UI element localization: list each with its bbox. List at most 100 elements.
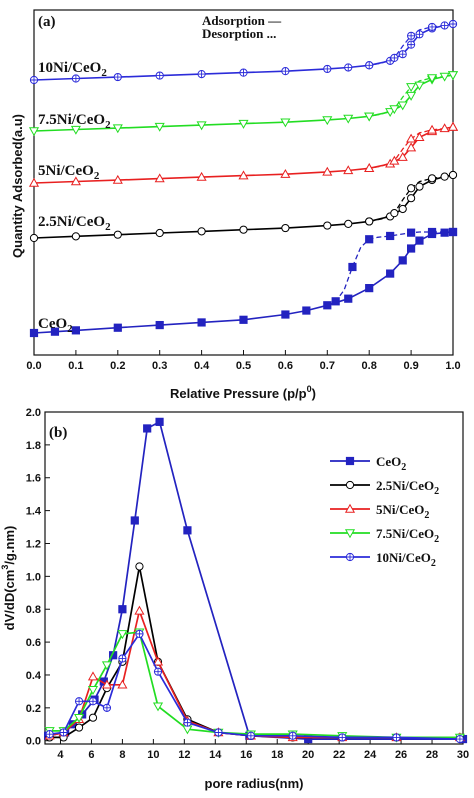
pore-series-point-cross (183, 719, 192, 727)
adsorption-point (406, 91, 417, 101)
desorption-point-cross (407, 32, 415, 40)
desorption-point (426, 74, 438, 84)
pore-series-point (338, 733, 347, 742)
panel-b-y-tick-label: 1.4 (26, 506, 42, 518)
legend-label: 7.5Ni/CeO2 (376, 526, 439, 545)
pore-series-point-cross (456, 735, 464, 743)
pore-series-point (74, 723, 84, 732)
desorption-point (407, 31, 416, 40)
pore-series-line (49, 632, 460, 740)
isotherm-series-label: CeO2 (38, 316, 73, 335)
desorption-point (331, 297, 340, 306)
adsorption-point (365, 284, 374, 293)
panel-b-x-tick-label: 6 (88, 749, 94, 761)
isotherm-series (29, 19, 458, 85)
adsorption-point (197, 318, 206, 327)
pore-series-point (153, 667, 163, 676)
adsorption-point-cross (72, 74, 80, 83)
panel-a-x-tick-label: 0.5 (236, 360, 251, 372)
adsorption-point-cross (344, 63, 352, 72)
pore-series-point (74, 697, 84, 706)
panel-a-legend-adsorption: Adsorption — (202, 13, 282, 28)
adsorption-point-cross (198, 70, 206, 78)
panel-a-x-ticks: 0.0 0.1 0.2 0.3 0.4 0.5 0.6 0.7 0.8 0.9 1.0 (26, 350, 461, 372)
panel-b-y-tick-label: 1.8 (26, 440, 41, 452)
adsorption-point-cross (415, 30, 424, 38)
adsorption-point (281, 67, 290, 76)
isotherm-series-label: 7.5Ni/CeO2 (38, 112, 111, 131)
desorption-point-cross (428, 23, 436, 31)
panel-b-x-tick-label: 30 (457, 749, 469, 761)
pore-series-point-cross (338, 733, 346, 742)
adsorption-point-cross (281, 67, 289, 75)
adsorption-point (415, 182, 424, 191)
adsorption-point (406, 142, 417, 152)
adsorption-point (344, 219, 353, 229)
panel-b-legend: CeO2 2.5Ni/CeO2 5Ni/CeO2 7.5Ni/CeO2 10Ni/CeO… (330, 454, 439, 569)
panel-b-x-tick-label: 12 (178, 749, 190, 761)
adsorption-point (155, 228, 164, 238)
adsorption-point (407, 244, 416, 253)
desorption-point (365, 217, 374, 226)
panel-a-x-tick-label: 1.0 (445, 360, 460, 372)
pore-series-point (87, 671, 99, 681)
adsorption-point (398, 204, 407, 214)
adsorption-point (397, 101, 408, 111)
panel-b-y-axis-title: dV/dD(cm3/g.nm) (0, 526, 17, 631)
adsorption-point (414, 81, 425, 91)
adsorption-point (238, 119, 249, 129)
adsorption-point (302, 306, 311, 315)
adsorption-point-cross (323, 65, 331, 73)
pore-series-point (135, 629, 144, 638)
desorption-point (386, 231, 395, 241)
panel-b-x-tick-label: 18 (271, 749, 283, 761)
pore-series-point-cross (247, 732, 255, 740)
panel-b-x-tick-label: 14 (209, 749, 222, 761)
adsorption-point-cross (239, 69, 248, 77)
pore-series-point-cross (392, 733, 401, 742)
isotherm-series-label: 2.5Ni/CeO2 (38, 214, 111, 233)
pore-series-point-cross (289, 732, 297, 740)
pore-series-point (88, 697, 98, 706)
adsorption-point (414, 132, 425, 142)
pore-series-point (152, 702, 164, 712)
panel-b-label: (b) (49, 425, 67, 441)
pore-series-point (45, 730, 54, 739)
desorption-point (406, 133, 417, 143)
pore-series-point (117, 630, 128, 640)
adsorption-point (439, 72, 450, 82)
panel-b-x-ticks: 4 6 8 10 12 14 16 18 20 22 24 26 28 30 (57, 739, 469, 761)
adsorption-point (197, 70, 206, 79)
panel-b-y-axis-title-sup: 3 (0, 565, 10, 570)
isotherm-series (29, 170, 458, 243)
desorption-point (448, 170, 458, 180)
adsorption-point (113, 323, 122, 332)
panel-a-x-tick-label: 0.2 (110, 360, 125, 372)
legend-label: 10Ni/CeO2 (376, 550, 436, 569)
pore-series-line (49, 607, 460, 739)
pore-series-point (102, 703, 112, 712)
panel-a-x-axis-title-main: Relative Pressure (p/p (170, 386, 307, 401)
adsorption-point (28, 177, 40, 187)
desorption-point (448, 227, 458, 237)
adsorption-point (343, 165, 354, 175)
adsorption-point-cross (156, 71, 164, 80)
desorption-point (407, 184, 416, 193)
panel-b-y-tick-label: 0.2 (26, 703, 41, 715)
pore-series-point-cross (214, 728, 222, 737)
adsorption-point (112, 124, 123, 134)
pore-series-point (246, 731, 256, 740)
adsorption-point (323, 64, 332, 74)
pore-series-point-cross (59, 728, 68, 737)
panel-b-x-tick-label: 22 (333, 749, 345, 761)
desorption-point (407, 228, 416, 237)
panel-a-x-tick-label: 0.3 (152, 360, 167, 372)
adsorption-point (239, 225, 248, 234)
pore-series-point-cross (103, 704, 111, 712)
desorption-point-cross (390, 54, 398, 62)
legend-marker (345, 480, 355, 490)
desorption-point (447, 121, 459, 131)
adsorption-point (113, 72, 122, 82)
desorption-point (447, 71, 459, 81)
panel-b-pore-distribution: 4 6 8 10 12 14 16 18 20 22 24 26 28 30 0.00.20.40.60.… (0, 407, 469, 791)
